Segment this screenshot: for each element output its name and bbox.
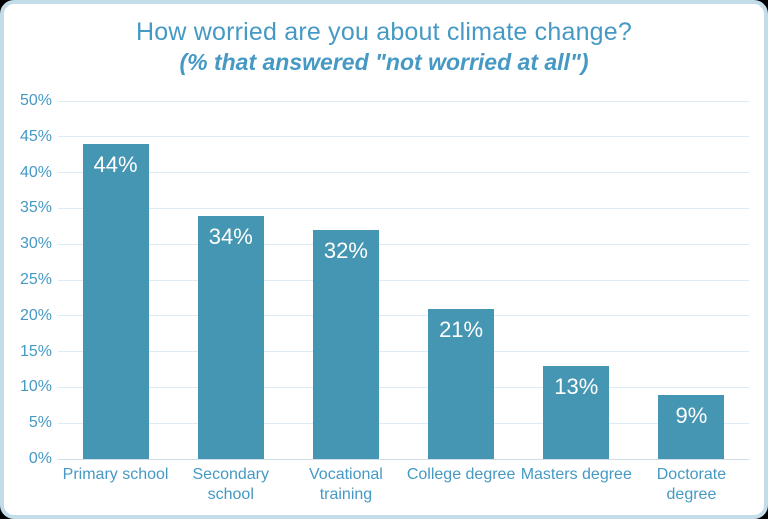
chart-subtitle: (% that answered "not worried at all") bbox=[179, 49, 589, 75]
bar-primary-school: 44% bbox=[82, 143, 149, 459]
y-axis-tick-label: 40% bbox=[19, 163, 52, 181]
bar-value-label: 32% bbox=[323, 237, 368, 263]
x-axis-baseline bbox=[58, 458, 749, 460]
x-axis-tick-label: Vocational training bbox=[309, 466, 383, 503]
bar-slot: 32% bbox=[288, 101, 403, 459]
x-axis: Primary school Secondary school Vocational… bbox=[58, 465, 749, 505]
bar-slot: 13% bbox=[519, 101, 634, 459]
bar-slot: 9% bbox=[634, 101, 749, 459]
gridline bbox=[58, 243, 749, 245]
bar-secondary-school: 34% bbox=[197, 215, 264, 459]
chart-title: How worried are you about climate change… bbox=[136, 18, 632, 46]
bar-value-label: 13% bbox=[554, 373, 599, 399]
bar-value-label: 21% bbox=[439, 316, 484, 342]
y-axis-tick-label: 0% bbox=[28, 450, 52, 467]
y-axis-tick-label: 5% bbox=[28, 414, 52, 432]
x-axis-tick-label: Primary school bbox=[62, 466, 169, 483]
bar-college-degree: 21% bbox=[428, 308, 495, 459]
x-axis-tick-label: Secondary school bbox=[192, 466, 270, 503]
bar-slot: 21% bbox=[404, 101, 519, 459]
bar-value-label: 9% bbox=[675, 402, 708, 428]
gridline bbox=[58, 172, 749, 174]
y-axis-tick-label: 35% bbox=[19, 199, 52, 217]
gridline bbox=[58, 207, 749, 209]
x-axis-tick-label: Masters degree bbox=[520, 466, 632, 483]
gridline bbox=[58, 315, 749, 317]
bar-value-label: 44% bbox=[93, 151, 138, 177]
bar-masters-degree: 13% bbox=[543, 365, 610, 459]
y-axis-tick-label: 20% bbox=[19, 306, 52, 324]
gridline bbox=[58, 351, 749, 353]
plot-area: 44% 34% 32% 21% 13% 9% bbox=[58, 100, 749, 460]
y-axis-tick-label: 15% bbox=[19, 342, 52, 360]
y-axis-tick-label: 30% bbox=[19, 235, 52, 253]
bars-row: 44% 34% 32% 21% 13% 9% bbox=[58, 101, 749, 459]
gridline bbox=[58, 386, 749, 388]
bar-vocational-training: 32% bbox=[312, 229, 379, 459]
y-axis-tick-label: 50% bbox=[19, 92, 52, 109]
gridline bbox=[58, 100, 749, 102]
bar-doctorate-degree: 9% bbox=[658, 394, 725, 459]
bar-slot: 44% bbox=[58, 101, 173, 459]
x-axis-tick-label: College degree bbox=[406, 466, 516, 483]
gridline bbox=[58, 279, 749, 281]
gridline bbox=[58, 136, 749, 138]
gridline bbox=[58, 422, 749, 424]
y-axis-tick-label: 25% bbox=[19, 271, 52, 288]
x-axis-tick-label: Doctorate degree bbox=[656, 466, 727, 503]
y-axis-tick-label: 45% bbox=[19, 127, 52, 145]
y-axis-tick-label: 10% bbox=[19, 378, 52, 396]
bar-slot: 34% bbox=[173, 101, 288, 459]
bar-value-label: 34% bbox=[208, 223, 253, 249]
